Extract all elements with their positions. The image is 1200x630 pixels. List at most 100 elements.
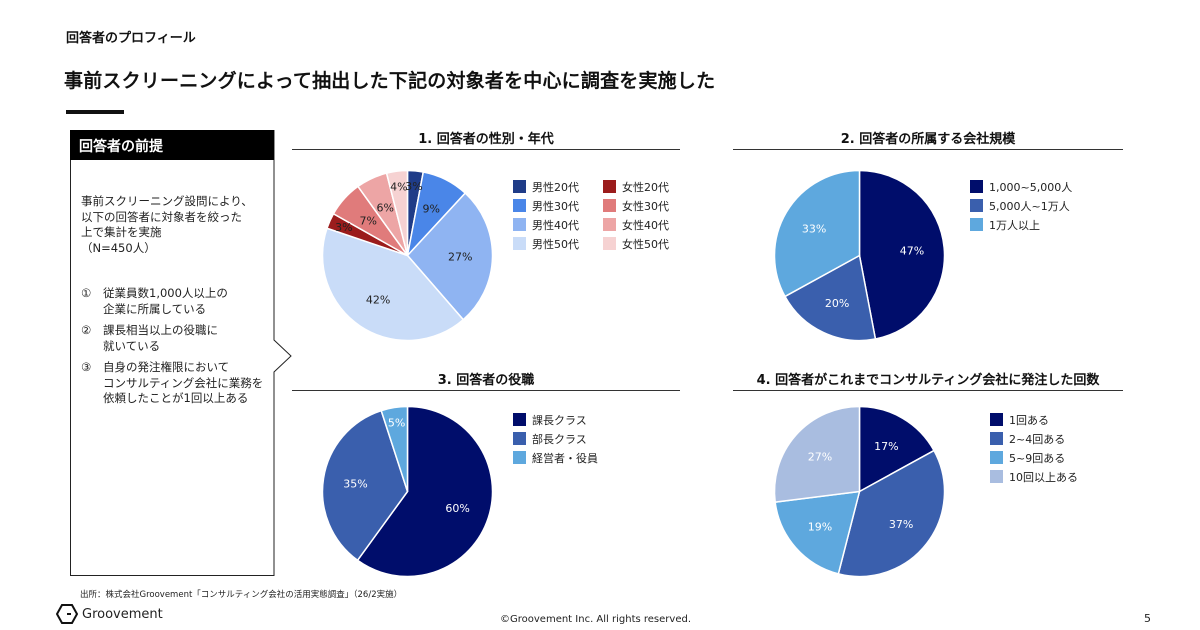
chart-3-rule [292, 390, 680, 391]
legend-item: 女性40代 [603, 215, 683, 234]
pie-slice [380, 405, 409, 492]
chart-3-legend: 課長クラス部長クラス経営者・役員 [513, 410, 598, 467]
chart-3-pie: 60% 35% 5% [321, 405, 494, 578]
premise-panel: 回答者の前提 事前スクリーニング設問により、 以下の回答者に対象者を絞った 上で… [70, 130, 292, 576]
premise-body: 事前スクリーニング設問により、 以下の回答者に対象者を絞った 上で集計を実施 （… [81, 194, 271, 413]
premise-list: ① 従業員数1,000人以上の 企業に所属している ② 課長相当以上の役職に 就… [81, 286, 271, 407]
pie-data-label: 60% [445, 502, 469, 515]
chart-1-legend: 男性20代 女性20代男性30代 女性30代男性40代 女性40代男性50代 女性50代 [513, 177, 683, 253]
pie-slice [783, 254, 877, 342]
legend-label: 2~4回ある [1009, 432, 1066, 446]
legend-swatch [970, 180, 983, 193]
premise-item-text: 自身の発注権限において コンサルティング会社に業務を 依頼したことが1回以上ある [103, 360, 264, 405]
chart-1-pie: 3%9%27%42%3%7%6%4% [321, 169, 494, 342]
pie-slice [858, 169, 946, 340]
pie-slice [385, 169, 409, 256]
pie-data-label: 19% [808, 520, 832, 533]
legend-item: 経営者・役員 [513, 448, 598, 467]
legend-label: 10回以上ある [1009, 470, 1078, 484]
chart-3-title: 3. 回答者の役職 [437, 373, 535, 388]
groovement-logo: Groovement [56, 604, 163, 624]
premise-panel-outline [70, 130, 292, 576]
legend-item: 女性20代 [603, 177, 683, 196]
premise-item: ② 課長相当以上の役職に 就いている [81, 323, 271, 354]
legend-label: 課長クラス [532, 413, 587, 427]
legend-item: 2~4回ある [990, 429, 1078, 448]
legend-label: 5,000人~1万人 [989, 199, 1070, 213]
chart-2-pie: 47% 20% 33% [773, 169, 946, 342]
pie-data-label: 9% [422, 202, 439, 215]
pie-data-label: 27% [448, 250, 472, 263]
source-note: 出所：株式会社Groovement「コンサルティング会社の活用実態調査」（26/… [80, 590, 403, 600]
pie-data-label: 3% [335, 221, 352, 234]
pie-slice [321, 227, 465, 342]
legend-item: 5,000人~1万人 [970, 196, 1072, 215]
legend-swatch [990, 470, 1003, 483]
legend-item: 男性40代 [513, 215, 603, 234]
premise-item-number: ① [81, 286, 92, 300]
chart-1-title: 1. 回答者の性別・年代 [418, 132, 554, 147]
chart-4-title: 4. 回答者がこれまでコンサルティング会社に発注した回数 [756, 373, 1100, 388]
premise-intro: 事前スクリーニング設問により、 以下の回答者に対象者を絞った 上で集計を実施 （… [81, 194, 253, 255]
legend-item: 男性50代 [513, 234, 603, 253]
pie-slice [837, 449, 946, 578]
section-label: 回答者のプロフィール [66, 31, 196, 46]
pie-slice [356, 405, 494, 578]
pie-data-label: 42% [366, 293, 390, 306]
legend-label: 1,000~5,000人 [989, 180, 1073, 194]
pie-data-label: 3% [405, 180, 422, 193]
chart-2-rule [733, 149, 1123, 150]
pie-data-label: 37% [889, 518, 913, 531]
legend-label: 5~9回ある [1009, 451, 1066, 465]
pie-data-label: 27% [808, 451, 832, 464]
legend-item: 課長クラス [513, 410, 598, 429]
legend-label: 女性30代 [622, 199, 669, 213]
premise-item: ③ 自身の発注権限において コンサルティング会社に業務を 依頼したことが1回以上… [81, 360, 271, 407]
pie-data-label: 6% [377, 202, 394, 215]
legend-swatch [513, 180, 526, 193]
pie-data-label: 7% [360, 214, 377, 227]
legend-label: 経営者・役員 [532, 451, 598, 465]
legend-item: 5~9回ある [990, 448, 1078, 467]
legend-swatch [990, 432, 1003, 445]
pie-data-label: 33% [802, 223, 826, 236]
pie-data-label: 20% [825, 297, 849, 310]
premise-item-number: ② [81, 323, 92, 337]
legend-swatch [513, 237, 526, 250]
legend-swatch [970, 199, 983, 212]
pie-slice [774, 490, 861, 575]
legend-swatch [513, 432, 526, 445]
legend-item: 女性30代 [603, 196, 683, 215]
legend-label: 部長クラス [532, 432, 587, 446]
legend-item: 男性20代 [513, 177, 603, 196]
legend-label: 女性20代 [622, 180, 669, 194]
legend-item: 1回ある [990, 410, 1078, 429]
legend-swatch [990, 413, 1003, 426]
pie-slice [773, 405, 861, 503]
pie-slice [406, 192, 494, 321]
page-number: 5 [1144, 612, 1151, 625]
chart-1-rule [292, 149, 680, 150]
chart-4-legend: 1回ある 2~4回ある 5~9回ある 10回以上ある [990, 410, 1078, 486]
chart-4-pie: 17% 37% 19% 27% [773, 405, 946, 578]
legend-swatch [513, 451, 526, 464]
legend-item: 男性30代 [513, 196, 603, 215]
premise-item-text: 従業員数1,000人以上の 企業に所属している [103, 286, 228, 316]
legend-item: 1,000~5,000人 [970, 177, 1072, 196]
pie-data-label: 5% [388, 417, 405, 430]
pie-slice [858, 405, 936, 493]
legend-item: 女性50代 [603, 234, 683, 253]
chart-4-rule [733, 390, 1123, 391]
copyright: ©Groovement Inc. All rights reserved. [500, 614, 691, 625]
premise-heading: 回答者の前提 [70, 130, 274, 160]
legend-swatch [990, 451, 1003, 464]
legend-label: 男性30代 [532, 199, 579, 213]
legend-label: 男性20代 [532, 180, 579, 194]
legend-label: 1回ある [1009, 413, 1049, 427]
title-accent-bar [66, 110, 124, 114]
chart-2-legend: 1,000~5,000人 5,000人~1万人 1万人以上 [970, 177, 1072, 234]
legend-label: 男性50代 [532, 237, 579, 251]
legend-swatch [513, 413, 526, 426]
logo-text: Groovement [82, 606, 163, 622]
premise-item-number: ③ [81, 360, 92, 374]
